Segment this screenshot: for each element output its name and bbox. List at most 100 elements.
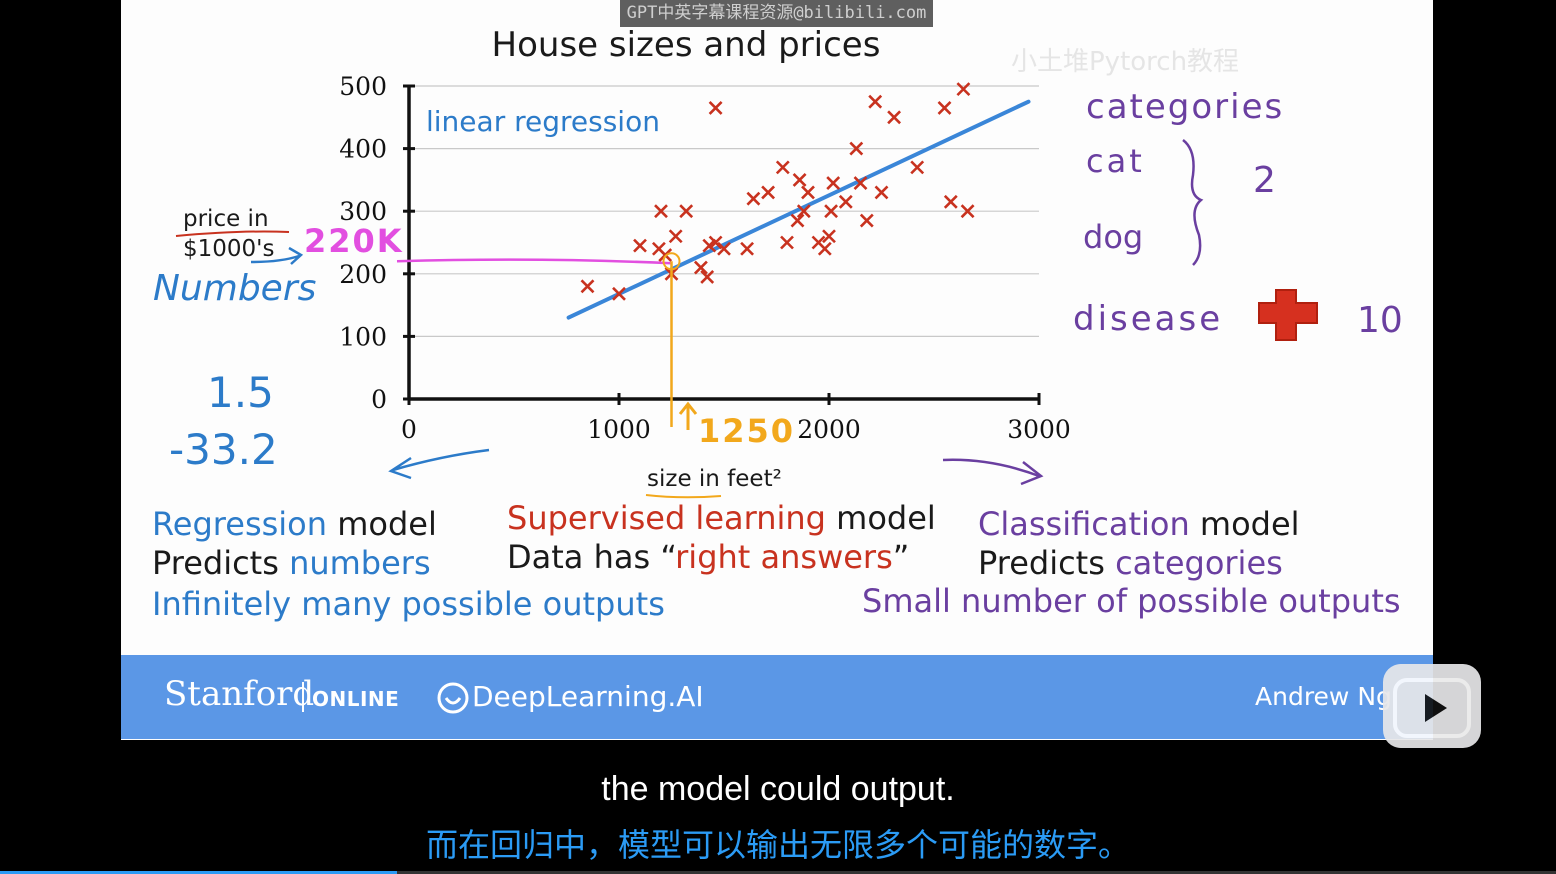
supervised-learning-words: Supervised learning [507,499,826,537]
subtitle-english: the model could output. [601,770,955,808]
y-tick-label: 200 [339,260,387,289]
data-point [826,176,841,190]
data-point [956,82,971,97]
y-tick-label: 500 [339,72,387,101]
ylabel-arrow [250,246,304,265]
category-count-2: 2 [1253,160,1276,201]
course-banner [121,655,1433,739]
data-point [817,241,832,256]
categories-handwritten: categories [1086,87,1284,127]
logo-divider [302,682,304,712]
right-answers-line: Data has “right answers” [507,538,909,576]
data-point [668,229,683,244]
data-point [943,194,958,209]
data-point [853,176,868,190]
predicts-word-right: Predicts [978,544,1105,582]
data-point [838,194,853,209]
data-point [679,204,694,219]
supervised-model-line: Supervised learning model [507,499,936,537]
annotation-point-marker [662,252,681,271]
numbers-word: numbers [289,544,431,582]
data-point [824,204,839,219]
data-point [708,235,723,250]
data-point [717,241,731,256]
category-brace [1182,139,1204,266]
deeplearning-logo-icon [437,682,469,714]
y-tick-label: 400 [339,135,387,164]
data-point [740,241,755,256]
right-arrow [942,458,1044,486]
data-point [693,260,708,275]
categories-word: categories [1115,544,1283,582]
example-number-2: -33.2 [169,425,278,474]
data-point [790,213,805,228]
classification-model-line: Classification model [978,505,1300,543]
data-point [612,286,626,301]
x-axis-label: size in feet² [647,466,782,492]
data-point [849,141,864,156]
data-points [580,82,975,301]
data-has-words: Data has “ [507,538,676,576]
regression-line-label: linear regression [426,105,660,138]
predicts-categories-line: Predicts categories [978,544,1283,582]
x-tick-label: 3000 [1007,415,1071,444]
regression-line [566,99,1031,320]
data-point [792,172,807,187]
data-point [708,100,723,115]
x-tick-labels: 0 1000 2000 3000 [401,415,1071,444]
right-answers-words: right answers [675,538,893,576]
corner-watermark: 小土堆Pytorch教程 [1011,47,1239,77]
data-point [874,185,889,200]
classification-word: Classification [978,505,1190,543]
data-point [761,185,776,200]
top-watermark: GPT中英字幕课程资源@bilibili.com [620,0,933,27]
data-point [801,185,815,200]
play-button[interactable] [1383,663,1481,748]
video-progress-bar[interactable] [0,871,1556,874]
author-name: Andrew Ng [1255,682,1392,711]
x-tick-label: 0 [401,415,417,444]
chart-axes [403,84,1041,405]
data-point [868,94,883,109]
x-tick-label: 2000 [797,415,861,444]
x-annotation-label: 1250 [698,412,795,450]
ylabel-underline [175,230,290,237]
play-icon [1393,663,1471,738]
data-point [796,204,811,219]
deeplearning-label: DeepLearning.AI [472,680,704,713]
left-arrow [388,448,490,480]
y-tick-label: 0 [371,385,387,414]
data-point [859,213,874,228]
model-word-right: model [1199,505,1300,543]
predicts-numbers-line: Predicts numbers [152,544,431,582]
chart-title: House sizes and prices [492,25,881,65]
data-point [654,204,668,219]
slide-canvas: House sizes and prices 0100200300400500 … [153,25,1403,499]
data-point [822,229,836,244]
y-tick-labels: 0 100 200 300 400 500 [339,72,387,414]
y-annotation-label: 220K [304,222,404,260]
x-tick-label: 1000 [587,415,651,444]
model-word-left: model [337,505,437,543]
x-annotation-arrow [678,401,698,430]
data-point [746,191,761,206]
example-number-1: 1.5 [207,368,274,417]
regression-model-line: Regression model [152,505,437,543]
chart-gridlines [409,85,1039,337]
data-point [775,160,790,175]
data-point [937,100,952,115]
data-point [633,238,647,253]
predicts-word-left: Predicts [152,544,279,582]
model-word-center: model [836,499,936,537]
online-label: ONLINE [312,687,400,711]
close-quote: ” [892,538,910,576]
data-point [960,204,975,219]
data-point [780,235,794,250]
category-cat: cat [1086,142,1145,180]
stanford-logo: Stanford [164,674,315,714]
xlabel-underline [645,494,722,499]
category-count-10: 10 [1357,300,1403,341]
infinitely-many-outputs: Infinitely many possible outputs [152,585,665,623]
regression-word: Regression [152,505,328,543]
